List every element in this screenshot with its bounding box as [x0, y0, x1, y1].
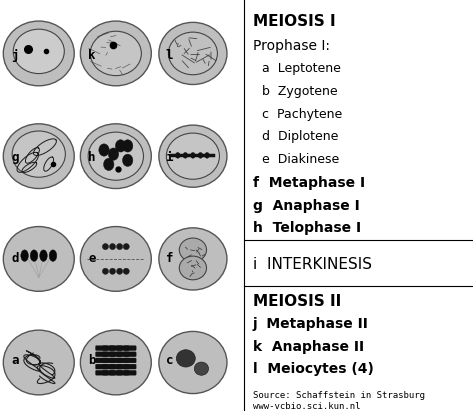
- FancyBboxPatch shape: [117, 358, 129, 363]
- Ellipse shape: [102, 244, 109, 250]
- FancyBboxPatch shape: [95, 352, 108, 357]
- Ellipse shape: [123, 244, 129, 250]
- Ellipse shape: [191, 152, 195, 158]
- FancyBboxPatch shape: [95, 370, 108, 375]
- FancyBboxPatch shape: [109, 370, 122, 375]
- FancyBboxPatch shape: [117, 352, 129, 357]
- FancyBboxPatch shape: [109, 346, 122, 351]
- Text: MEIOSIS I: MEIOSIS I: [253, 14, 336, 29]
- FancyBboxPatch shape: [95, 346, 108, 351]
- Ellipse shape: [91, 31, 141, 76]
- Text: j  Metaphase II: j Metaphase II: [253, 317, 369, 331]
- FancyBboxPatch shape: [117, 346, 129, 351]
- Ellipse shape: [176, 350, 195, 367]
- Ellipse shape: [194, 362, 209, 375]
- Ellipse shape: [109, 268, 116, 274]
- Ellipse shape: [168, 32, 218, 75]
- Text: f  Metaphase I: f Metaphase I: [253, 176, 365, 190]
- FancyBboxPatch shape: [124, 370, 136, 375]
- Text: d: d: [11, 252, 19, 266]
- Text: e  Diakinese: e Diakinese: [263, 153, 340, 166]
- Ellipse shape: [49, 250, 57, 261]
- Ellipse shape: [88, 132, 144, 180]
- Ellipse shape: [3, 21, 74, 86]
- Ellipse shape: [159, 331, 227, 394]
- FancyBboxPatch shape: [124, 364, 136, 369]
- Text: i: i: [165, 151, 173, 164]
- Ellipse shape: [30, 250, 38, 261]
- FancyBboxPatch shape: [102, 346, 115, 351]
- Ellipse shape: [166, 133, 219, 179]
- FancyBboxPatch shape: [117, 364, 129, 369]
- Ellipse shape: [117, 268, 123, 274]
- Ellipse shape: [13, 29, 64, 74]
- Ellipse shape: [102, 268, 109, 274]
- Text: g  Anaphase I: g Anaphase I: [253, 199, 360, 213]
- Ellipse shape: [117, 244, 123, 250]
- Ellipse shape: [3, 124, 74, 189]
- Text: a  Leptotene: a Leptotene: [263, 62, 341, 76]
- Text: i  INTERKINESIS: i INTERKINESIS: [253, 257, 372, 272]
- FancyBboxPatch shape: [102, 352, 115, 357]
- Ellipse shape: [122, 154, 133, 166]
- Ellipse shape: [205, 152, 210, 158]
- Text: c  Pachytene: c Pachytene: [263, 108, 343, 121]
- Text: k: k: [89, 49, 96, 62]
- Ellipse shape: [122, 140, 133, 152]
- Ellipse shape: [159, 228, 227, 290]
- FancyBboxPatch shape: [109, 358, 122, 363]
- FancyBboxPatch shape: [124, 358, 136, 363]
- FancyBboxPatch shape: [102, 370, 115, 375]
- FancyBboxPatch shape: [124, 352, 136, 357]
- FancyBboxPatch shape: [95, 364, 108, 369]
- Ellipse shape: [198, 152, 203, 158]
- Text: c: c: [165, 354, 173, 367]
- Text: b: b: [89, 354, 96, 367]
- Ellipse shape: [3, 227, 74, 291]
- Text: k  Anaphase II: k Anaphase II: [253, 340, 364, 354]
- FancyBboxPatch shape: [117, 370, 129, 375]
- Ellipse shape: [159, 22, 227, 85]
- Text: h: h: [89, 151, 96, 164]
- FancyBboxPatch shape: [102, 358, 115, 363]
- Text: l: l: [165, 49, 173, 62]
- Text: j: j: [11, 49, 19, 62]
- Text: h  Telophase I: h Telophase I: [253, 221, 361, 235]
- FancyBboxPatch shape: [109, 352, 122, 357]
- Text: d  Diplotene: d Diplotene: [263, 130, 339, 143]
- Ellipse shape: [99, 144, 109, 156]
- Text: www-vcbio.sci.kun.nl: www-vcbio.sci.kun.nl: [253, 402, 360, 411]
- Ellipse shape: [183, 152, 188, 158]
- Ellipse shape: [109, 244, 116, 250]
- FancyBboxPatch shape: [102, 364, 115, 369]
- Text: b  Zygotene: b Zygotene: [263, 85, 338, 98]
- Text: Prophase I:: Prophase I:: [253, 39, 330, 53]
- Text: Source: Schaffstein in Strasburg: Source: Schaffstein in Strasburg: [253, 391, 425, 400]
- Ellipse shape: [81, 330, 151, 395]
- Ellipse shape: [108, 148, 118, 160]
- Ellipse shape: [103, 158, 114, 171]
- Text: e: e: [89, 252, 96, 266]
- Text: l  Meiocytes (4): l Meiocytes (4): [253, 363, 374, 377]
- Ellipse shape: [123, 268, 129, 274]
- Ellipse shape: [175, 152, 180, 158]
- Ellipse shape: [81, 21, 151, 86]
- Ellipse shape: [179, 238, 207, 262]
- Ellipse shape: [159, 125, 227, 187]
- Text: a: a: [11, 354, 19, 367]
- Ellipse shape: [3, 330, 74, 395]
- FancyBboxPatch shape: [124, 346, 136, 351]
- Ellipse shape: [115, 140, 126, 152]
- Ellipse shape: [40, 250, 47, 261]
- Text: g: g: [11, 151, 19, 164]
- Ellipse shape: [12, 131, 65, 177]
- Ellipse shape: [81, 227, 151, 291]
- Ellipse shape: [179, 256, 207, 280]
- Ellipse shape: [21, 250, 28, 261]
- Ellipse shape: [81, 124, 151, 189]
- Text: MEIOSIS II: MEIOSIS II: [253, 294, 341, 309]
- FancyBboxPatch shape: [109, 364, 122, 369]
- FancyBboxPatch shape: [95, 358, 108, 363]
- Text: f: f: [165, 252, 173, 266]
